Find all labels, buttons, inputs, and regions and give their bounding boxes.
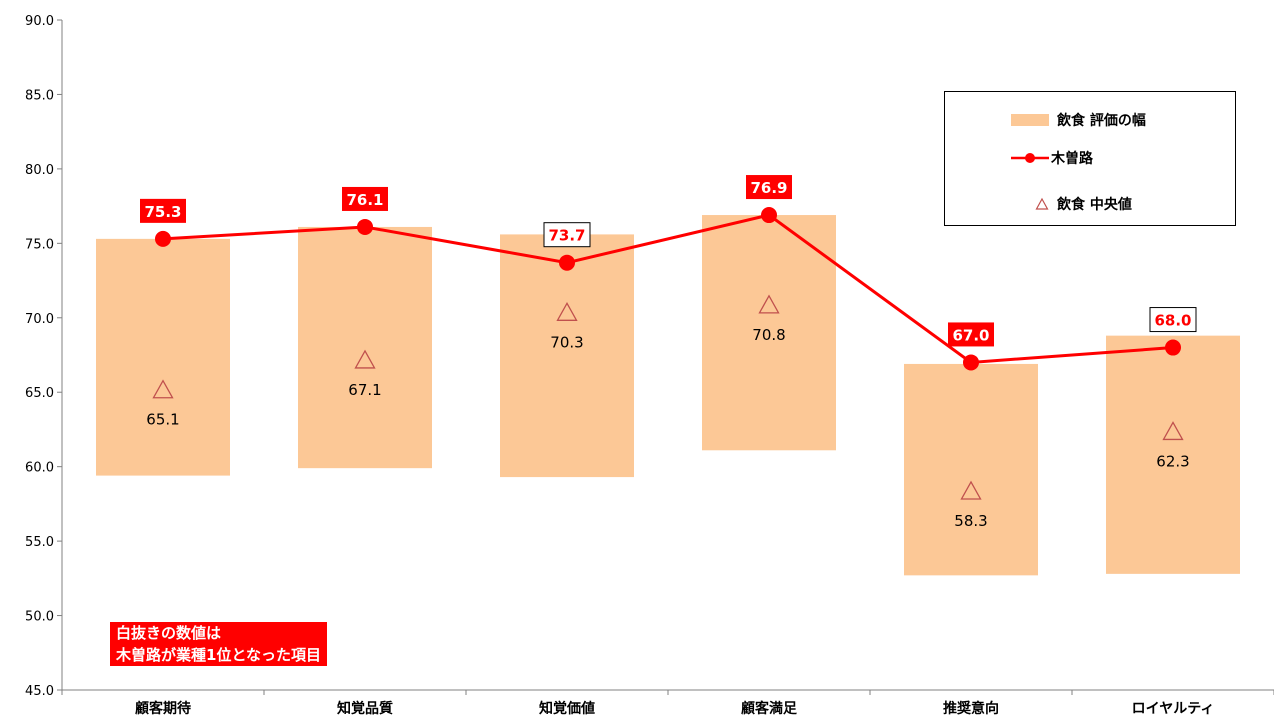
range-bar — [1106, 335, 1240, 574]
value-label: 76.1 — [346, 191, 383, 209]
median-marker — [758, 294, 780, 314]
value-label-bg — [746, 175, 792, 200]
median-marker — [960, 480, 982, 500]
y-tick-label: 45.0 — [25, 684, 54, 699]
x-tick-label: 知覚品質 — [337, 700, 393, 717]
x-tick-label: 顧客期待 — [135, 700, 191, 717]
y-tick-label: 60.0 — [25, 461, 54, 476]
legend: 飲食 評価の幅 木曽路 飲食 中央値 — [944, 91, 1236, 226]
median-label: 65.1 — [146, 411, 179, 429]
median-label: 62.3 — [1156, 452, 1189, 470]
range-bar — [298, 226, 432, 469]
annotation-line-2: 木曽路が業種1位となった項目 — [116, 646, 321, 664]
series-line — [162, 213, 1174, 364]
annotation-line-1: 白抜きの数値は — [116, 624, 222, 642]
line-point — [155, 230, 171, 247]
legend-swatch-range — [1011, 114, 1049, 126]
line-point — [1165, 339, 1181, 356]
value-label-box — [543, 222, 591, 248]
range-bar — [702, 215, 836, 451]
x-tick-label: 顧客満足 — [741, 700, 798, 717]
legend-label-median: 飲食 中央値 — [1057, 197, 1132, 213]
legend-item-range: 飲食 評価の幅 — [1011, 110, 1146, 130]
annotation-note: 白抜きの数値は 木曽路が業種1位となった項目 — [110, 622, 327, 666]
range-bars — [96, 215, 1240, 576]
x-tick-label: 推奨意向 — [943, 700, 999, 717]
value-label: 75.3 — [144, 203, 181, 221]
median-label: 70.3 — [550, 333, 583, 351]
median-marker — [354, 349, 376, 369]
range-bar — [96, 238, 230, 476]
y-tick-label: 80.0 — [25, 163, 54, 178]
median-label: 70.8 — [752, 326, 785, 344]
legend-label-range: 飲食 評価の幅 — [1057, 113, 1146, 129]
median-markers: 65.1 67.1 70.3 70.8 58.3 62.3 — [146, 294, 1190, 530]
legend-item-line: 木曽路 — [1011, 148, 1093, 168]
median-label: 67.1 — [348, 381, 381, 399]
x-tick-label: 知覚価値 — [539, 700, 595, 717]
x-tick-label: ロイヤルティ — [1132, 701, 1215, 717]
legend-item-median: 飲食 中央値 — [1035, 194, 1132, 214]
y-tick-label: 55.0 — [25, 535, 54, 550]
range-bar — [500, 234, 634, 478]
y-tick-label: 90.0 — [25, 14, 54, 29]
value-label-bg — [342, 186, 388, 211]
line-point — [963, 354, 979, 371]
value-label: 68.0 — [1154, 312, 1191, 330]
median-marker — [1162, 421, 1184, 441]
legend-label-line: 木曽路 — [1051, 151, 1093, 167]
axes: 45.0 50.0 55.0 60.0 65.0 70.0 75.0 80.0 85.0 90.0… — [25, 14, 1274, 717]
value-label: 67.0 — [952, 326, 989, 344]
median-marker — [556, 301, 578, 321]
y-tick-label: 70.0 — [25, 312, 54, 327]
value-label-bg — [140, 198, 186, 223]
value-label: 73.7 — [548, 227, 585, 245]
kisoji-line: 75.3 76.1 73.7 76.9 67.0 68.0 — [140, 175, 1197, 371]
median-marker — [152, 379, 174, 399]
value-label-box — [1149, 307, 1197, 333]
median-label: 58.3 — [954, 512, 987, 530]
range-bar — [904, 363, 1038, 576]
line-point — [559, 254, 575, 271]
y-tick-label: 75.0 — [25, 237, 54, 252]
legend-swatch-median — [1035, 197, 1049, 210]
line-point — [357, 218, 373, 235]
line-point — [761, 207, 777, 224]
y-tick-label: 50.0 — [25, 610, 54, 625]
value-label: 76.9 — [750, 179, 787, 197]
y-tick-label: 65.0 — [25, 386, 54, 401]
y-tick-label: 85.0 — [25, 88, 54, 103]
value-label-bg — [948, 322, 994, 347]
legend-swatch-line — [1011, 153, 1049, 163]
